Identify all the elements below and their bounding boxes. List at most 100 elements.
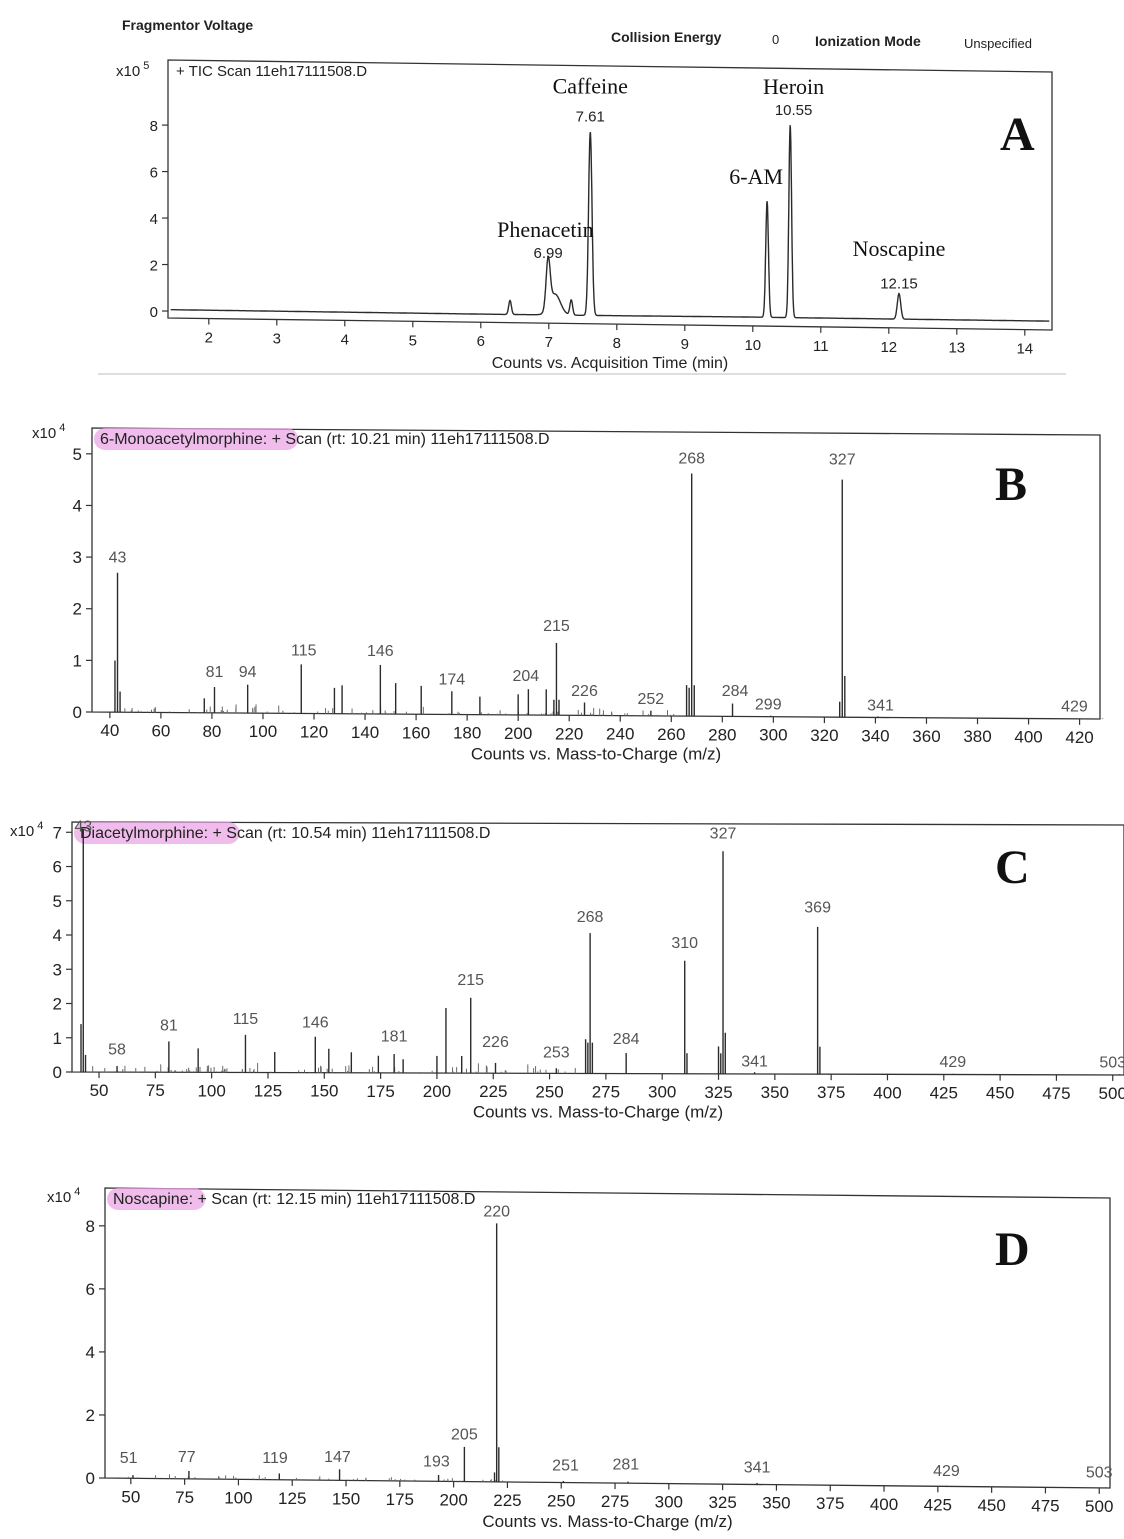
peak-mz-label: 51	[120, 1450, 138, 1467]
x-tick-label: 60	[151, 721, 170, 740]
x-tick-label: 9	[681, 336, 689, 353]
y-scale-label: x10 5	[116, 60, 149, 80]
plot-frame	[104, 1187, 1111, 1489]
y-scale-exponent: 4	[59, 422, 65, 434]
x-tick-label: 11	[813, 338, 829, 355]
title-scan-info: : + Scan (rt: 10.21 min) 11eh17111508.D	[263, 431, 550, 448]
x-tick-label: 425	[924, 1495, 952, 1514]
peak-mz-label: 284	[613, 1031, 640, 1048]
x-tick-label: 450	[986, 1084, 1014, 1103]
x-tick-label: 325	[704, 1083, 732, 1102]
y-tick-label: 8	[86, 1217, 95, 1236]
y-tick-label: 0	[53, 1063, 62, 1082]
peak-mz-label: 503	[1099, 1055, 1124, 1072]
x-tick-label: 12	[880, 339, 897, 356]
peak-mz-label: 81	[206, 664, 224, 681]
x-tick-label: 200	[504, 724, 532, 743]
compound-label: 6-AM	[729, 164, 783, 189]
x-tick-label: 14	[1016, 341, 1033, 358]
x-tick-label: 275	[592, 1083, 620, 1102]
x-tick-label: 300	[648, 1083, 676, 1102]
peak-mz-label: 43	[109, 550, 127, 567]
peak-rt-label: 10.55	[775, 102, 813, 119]
peak-mz-label: 253	[543, 1044, 570, 1061]
peak-mz-label: 369	[804, 900, 831, 917]
peak-mz-label: 226	[482, 1034, 509, 1051]
x-tick-label: 250	[535, 1082, 563, 1101]
peak-rt-label: 12.15	[880, 275, 918, 292]
title-scan-info: : + Scan (rt: 10.54 min) 11eh17111508.D	[204, 825, 491, 842]
x-tick-label: 175	[386, 1490, 414, 1509]
peak-mz-label: 215	[543, 618, 570, 635]
x-axis-label: Counts vs. Acquisition Time (min)	[492, 355, 729, 372]
y-tick-label: 4	[73, 496, 82, 515]
compound-label: Heroin	[763, 74, 824, 99]
y-tick-label: 0	[86, 1469, 95, 1488]
tic-trace	[170, 125, 1050, 322]
plot-frame	[167, 59, 1053, 331]
x-tick-label: 180	[453, 724, 481, 743]
compound-label: Phenacetin	[497, 217, 594, 242]
peak-mz-label: 181	[381, 1029, 408, 1046]
y-tick-label: 6	[86, 1280, 95, 1299]
compound-label: Noscapine	[853, 236, 946, 261]
title-compound: Diacetylmorphine	[80, 825, 204, 842]
ionization-mode-value: Unspecified	[964, 36, 1032, 51]
x-tick-label: 350	[761, 1083, 789, 1102]
peak-mz-label: 193	[423, 1453, 450, 1470]
peak-mz-label: 81	[160, 1018, 178, 1035]
peak-mz-label: 429	[939, 1054, 966, 1071]
x-tick-label: 300	[759, 726, 787, 745]
chart-title: + TIC Scan 11eh17111508.D	[176, 63, 367, 80]
y-tick-label: 4	[53, 926, 62, 945]
x-tick-label: 150	[332, 1489, 360, 1508]
peak-mz-label: 205	[451, 1427, 478, 1444]
title-highlight	[74, 822, 240, 844]
x-tick-label: 125	[254, 1082, 282, 1101]
x-tick-label: 8	[613, 335, 621, 352]
peak-mz-label: 341	[741, 1054, 768, 1071]
y-tick-label: 1	[73, 651, 82, 670]
y-scale-exponent: 4	[37, 820, 43, 832]
x-tick-label: 80	[202, 722, 221, 741]
peak-mz-label: 119	[262, 1450, 288, 1467]
plot-frame	[91, 427, 1101, 720]
x-tick-label: 500	[1085, 1497, 1113, 1516]
peak-mz-label: 215	[457, 972, 484, 989]
chart-title: 6-Monoacetylmorphine: + Scan (rt: 10.21 …	[100, 431, 550, 448]
x-tick-label: 200	[423, 1082, 451, 1101]
x-tick-label: 175	[366, 1082, 394, 1101]
x-tick-label: 50	[121, 1487, 140, 1506]
y-scale-exponent: 5	[143, 60, 149, 72]
title-compound: 6-Monoacetylmorphine	[100, 431, 263, 448]
x-tick-label: 4	[341, 331, 349, 348]
peak-mz-label: 147	[324, 1449, 351, 1466]
x-tick-label: 10	[744, 337, 761, 354]
x-tick-label: 500	[1099, 1084, 1124, 1103]
panel-d: 0 2 4 6 8 50 75 100 125 150 175 200 225 250 275 300 325 3…	[47, 1186, 1113, 1531]
x-tick-label: 400	[873, 1083, 901, 1102]
x-tick-label: 100	[224, 1488, 252, 1507]
x-tick-label: 13	[948, 340, 965, 357]
x-tick-label: 300	[655, 1493, 683, 1512]
peak-mz-label: 252	[638, 691, 665, 708]
peak-mz-label: 268	[577, 909, 604, 926]
y-scale-exponent: 4	[74, 1186, 80, 1198]
y-tick-label: 2	[53, 995, 62, 1014]
y-tick-label: 6	[150, 165, 158, 182]
x-tick-label: 150	[310, 1082, 338, 1101]
x-tick-label: 320	[810, 726, 838, 745]
peak-mz-label: 43	[74, 819, 92, 836]
peak-mz-label: 281	[612, 1457, 639, 1474]
title-scan-info: : + Scan (rt: 12.15 min) 11eh17111508.D	[189, 1191, 476, 1208]
peak-mz-label: 429	[933, 1463, 960, 1480]
x-tick-label: 125	[278, 1489, 306, 1508]
x-tick-label: 425	[930, 1083, 958, 1102]
chart-title: Noscapine: + Scan (rt: 12.15 min) 11eh17…	[113, 1191, 475, 1208]
x-tick-label: 3	[273, 330, 281, 347]
peak-mz-label: 327	[829, 451, 856, 468]
peak-mz-label: 220	[483, 1203, 510, 1220]
x-tick-label: 400	[1014, 728, 1042, 747]
y-scale-label: x10 4	[47, 1186, 80, 1206]
x-tick-label: 200	[439, 1490, 467, 1509]
